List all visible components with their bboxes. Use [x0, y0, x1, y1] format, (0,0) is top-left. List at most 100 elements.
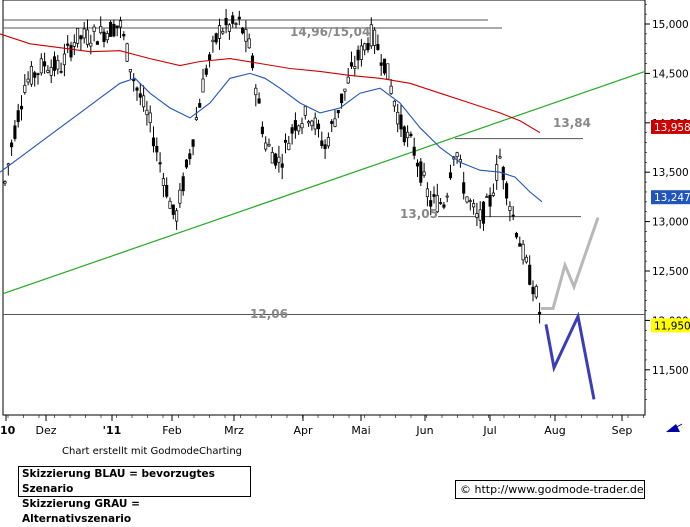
candle-body-2	[10, 142, 14, 148]
candle-body-21	[72, 42, 76, 47]
x-tick-label-3: Feb	[162, 424, 181, 437]
candle-body-84	[280, 163, 284, 168]
price-badge-2	[651, 318, 690, 333]
candle-body-22	[76, 28, 80, 44]
x-tick-label-4: Mrz	[224, 424, 244, 437]
candle-body-119	[396, 111, 400, 125]
x-tick-label-2: '11	[103, 424, 122, 437]
candle-body-45	[151, 137, 156, 147]
candle-body-143	[475, 213, 479, 218]
y-tick-label-3: 13,500	[652, 167, 689, 179]
candle-body-27	[92, 26, 96, 32]
candle-body-66	[221, 31, 225, 34]
candle-body-161	[534, 285, 538, 298]
candle-body-145	[481, 201, 486, 224]
y-tick-label-7: 11,500	[652, 365, 689, 377]
candle-body-86	[287, 142, 291, 150]
candle-body-123	[409, 133, 413, 137]
candle-body-85	[283, 139, 288, 143]
candle-body-49	[165, 184, 169, 197]
candle-body-116	[386, 63, 390, 80]
candle-body-9	[33, 72, 37, 78]
candle-body-81	[270, 152, 274, 164]
candle-body-36	[122, 33, 126, 37]
candle-body-104	[346, 76, 350, 84]
candle-body-52	[175, 210, 179, 222]
candle-body-17	[59, 71, 63, 73]
candle-body-118	[392, 100, 396, 107]
x-tick-label-1: Dez	[35, 424, 56, 437]
candle-body-150	[498, 156, 502, 159]
candle-body-54	[181, 176, 185, 192]
candle-body-125	[415, 162, 420, 167]
annotation-label-0: 14,96/15,04	[290, 25, 370, 39]
candle-body-69	[231, 15, 235, 24]
candle-body-40	[135, 87, 139, 91]
scroll-right-arrow-icon[interactable]	[654, 416, 690, 440]
y-tick-label-5: 12,500	[652, 266, 689, 278]
candle-body-102	[340, 93, 344, 104]
candle-body-146	[485, 196, 489, 198]
candle-body-121	[402, 126, 406, 143]
candle-body-120	[399, 114, 403, 130]
moving-average-1	[0, 72, 543, 203]
candle-body-28	[95, 41, 99, 45]
candle-body-95	[316, 123, 321, 130]
candle-body-91	[303, 106, 307, 116]
candle-body-90	[300, 123, 304, 129]
candle-body-61	[204, 68, 208, 75]
plot-area: 14,96/15,04 13,84 13,05 12,06	[0, 0, 646, 416]
candle-body-99	[330, 121, 334, 124]
candle-body-48	[161, 178, 165, 186]
website-link[interactable]: © http://www.godmode-trader.de	[455, 480, 645, 499]
candle-body-43	[145, 109, 149, 116]
candle-body-23	[79, 35, 83, 40]
candle-body-122	[406, 131, 410, 139]
candle-body-112	[373, 29, 377, 46]
candle-body-100	[333, 118, 337, 127]
candle-body-158	[524, 256, 528, 263]
candle-body-11	[39, 58, 43, 74]
x-tick-label-7: Jun	[415, 424, 433, 437]
candle-body-142	[472, 203, 476, 208]
candle-body-82	[274, 153, 278, 166]
candle-body-51	[171, 204, 175, 215]
candle-body-12	[43, 61, 47, 67]
legend-line-gray: Skizzierung GRAU = Alternativszenario	[22, 498, 140, 525]
candle-body-65	[217, 25, 222, 39]
candle-body-19	[66, 43, 70, 46]
candle-body-32	[109, 21, 113, 37]
candle-body-155	[514, 232, 519, 238]
candle-body-77	[257, 98, 261, 104]
candle-body-152	[505, 183, 509, 199]
candle-body-18	[62, 53, 66, 66]
x-axis: '10 Dez '11 Feb Mrz Apr Mai Jun Jul Aug Sep	[0, 414, 645, 437]
legend-line-blue: Skizzierung BLAU = bevorzugtes Szenario	[22, 468, 215, 495]
scenario-blue-path	[544, 311, 596, 400]
candle-body-148	[491, 192, 495, 196]
candle-body-97	[323, 144, 327, 150]
annotation-label-3: 12,06	[250, 307, 288, 321]
candle-body-147	[488, 194, 492, 207]
candle-body-38	[128, 69, 132, 73]
candle-body-101	[336, 109, 340, 114]
price-badge-label-2: 11,950	[654, 320, 690, 332]
candle-body-93	[310, 120, 314, 127]
chart: 14,96/15,04 13,84 13,05 12,06 15,000 14,500 1…	[0, 0, 690, 437]
candle-body-88	[293, 120, 297, 131]
candle-body-44	[148, 112, 152, 123]
chart-credit: Chart erstellt mit GodmodeCharting	[62, 446, 242, 457]
candle-body-6	[23, 85, 27, 93]
candle-body-41	[138, 93, 142, 98]
candle-body-134	[445, 195, 449, 198]
candle-body-138	[458, 159, 462, 163]
candle-body-94	[313, 117, 317, 130]
candle-body-55	[184, 159, 189, 168]
candle-body-47	[158, 162, 162, 165]
scenario-legend: Skizzierung BLAU = bevorzugtes Szenario …	[18, 466, 251, 525]
candle-body-15	[52, 56, 57, 71]
candle-body-126	[419, 161, 423, 183]
candle-body-153	[508, 205, 512, 211]
candle-body-72	[241, 27, 245, 34]
candle-body-46	[155, 146, 159, 153]
